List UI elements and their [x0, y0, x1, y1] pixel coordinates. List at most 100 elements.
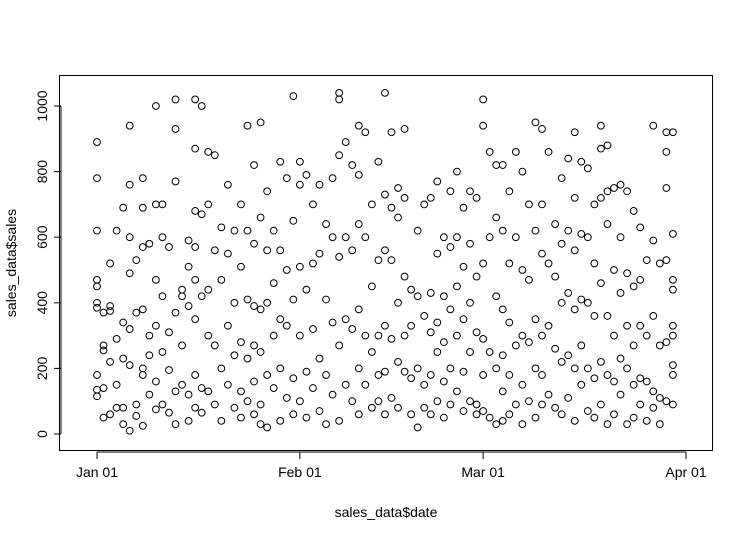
data-point	[485, 233, 494, 242]
data-point	[420, 312, 429, 320]
data-point	[269, 279, 278, 288]
data-point	[302, 285, 311, 294]
data-point	[237, 387, 245, 396]
data-point	[616, 390, 625, 399]
data-point	[610, 410, 618, 419]
data-point	[381, 246, 389, 255]
data-point	[655, 341, 664, 350]
data-point	[636, 400, 645, 409]
data-point	[223, 249, 232, 258]
data-point	[538, 125, 546, 133]
data-point	[662, 128, 671, 137]
data-point	[518, 420, 527, 429]
data-point	[367, 403, 376, 412]
data-point	[381, 367, 389, 376]
data-point	[250, 161, 258, 169]
data-point	[361, 331, 370, 340]
data-point	[230, 403, 239, 412]
data-point	[93, 385, 101, 394]
data-point	[597, 357, 605, 366]
data-point	[165, 328, 173, 337]
data-point	[250, 377, 258, 386]
data-point	[263, 298, 272, 307]
data-point	[492, 161, 501, 169]
data-point	[191, 95, 200, 104]
data-point	[564, 289, 573, 297]
data-point	[335, 95, 344, 104]
data-point	[361, 128, 370, 137]
data-point	[93, 392, 101, 401]
data-point	[629, 282, 638, 291]
data-point	[498, 351, 507, 360]
data-point	[564, 394, 573, 402]
data-point	[171, 95, 180, 104]
data-point	[538, 371, 546, 379]
data-point	[616, 180, 625, 189]
data-point	[551, 220, 560, 228]
points-layer	[93, 88, 677, 435]
data-point	[459, 262, 468, 271]
data-point	[590, 200, 599, 209]
data-point	[597, 144, 605, 153]
data-point	[197, 292, 206, 301]
data-point	[309, 200, 317, 209]
data-point	[407, 374, 416, 383]
data-point	[407, 285, 416, 294]
data-point	[629, 341, 638, 350]
data-point	[413, 423, 422, 432]
data-point	[184, 262, 193, 271]
data-point	[93, 275, 101, 284]
data-point	[544, 259, 553, 268]
data-point	[511, 148, 520, 156]
data-point	[112, 334, 121, 343]
data-point	[387, 203, 396, 212]
data-point	[472, 193, 481, 202]
data-point	[322, 371, 330, 379]
data-point	[210, 151, 219, 160]
data-point	[577, 230, 586, 238]
data-point	[354, 121, 363, 130]
data-point	[191, 207, 200, 215]
data-point	[276, 364, 285, 373]
data-point	[99, 413, 108, 422]
data-point	[138, 364, 147, 373]
data-point	[616, 354, 625, 363]
data-point	[498, 226, 507, 235]
data-point	[276, 315, 285, 324]
data-point	[439, 292, 448, 301]
data-point	[511, 233, 520, 242]
data-point	[197, 210, 206, 219]
data-point	[223, 180, 232, 189]
data-point	[394, 184, 402, 192]
data-point	[597, 121, 605, 130]
data-point	[525, 338, 533, 347]
data-point	[237, 200, 245, 209]
data-point	[511, 341, 520, 350]
data-point	[655, 394, 664, 402]
data-point	[106, 302, 114, 310]
data-point	[505, 410, 514, 419]
data-point	[577, 157, 586, 166]
data-point	[282, 266, 291, 274]
data-point	[394, 298, 402, 307]
data-point	[276, 246, 285, 255]
data-point	[642, 256, 651, 265]
data-point	[498, 387, 507, 396]
data-point	[492, 420, 501, 429]
data-point	[597, 193, 605, 202]
data-point	[387, 256, 396, 265]
data-point	[551, 344, 560, 353]
data-point	[590, 413, 599, 422]
data-point	[243, 121, 252, 130]
data-point	[492, 213, 501, 222]
data-point	[479, 95, 488, 104]
data-point	[662, 148, 671, 156]
data-point	[551, 272, 560, 281]
data-point	[518, 266, 527, 274]
data-point	[335, 416, 344, 425]
data-point	[322, 420, 330, 429]
data-point	[335, 341, 344, 350]
data-point	[531, 364, 540, 373]
data-point	[492, 292, 501, 301]
data-point	[93, 303, 101, 312]
